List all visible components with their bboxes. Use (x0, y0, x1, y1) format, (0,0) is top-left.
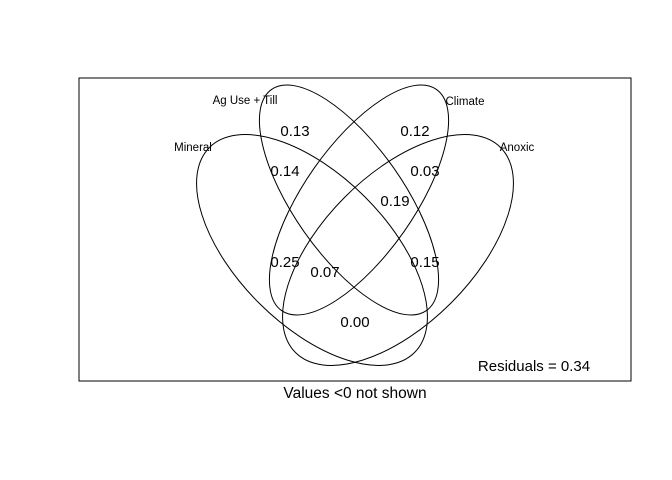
set-label-mineral: Mineral (174, 142, 212, 154)
set-label-climate: Climate (446, 96, 485, 108)
set-label-anoxic: Anoxic (500, 142, 535, 154)
region-value-climate-only: 0.12 (400, 123, 429, 140)
ellipse-mineral (196, 134, 428, 366)
region-value-center: 0.07 (310, 264, 339, 281)
region-value-mineral-climate: 0.25 (270, 254, 299, 271)
ellipse-ag-use-till (258, 84, 440, 316)
set-label-ag-use-till: Ag Use + Till (213, 95, 278, 107)
region-value-climate-anoxic: 0.03 (410, 163, 439, 180)
region-value-mineral-anoxic: 0.00 (340, 314, 369, 331)
residuals-label: Residuals = 0.34 (478, 358, 590, 375)
ellipse-anoxic (282, 134, 514, 366)
region-value-ag-only: 0.13 (280, 123, 309, 140)
region-value-mineral-ag: 0.14 (270, 163, 299, 180)
region-value-ag-climate: 0.19 (380, 193, 409, 210)
plot-frame (78, 77, 632, 382)
region-value-ag-anoxic: 0.15 (410, 254, 439, 271)
ellipse-climate (268, 84, 450, 316)
footnote: Values <0 not shown (283, 385, 426, 402)
